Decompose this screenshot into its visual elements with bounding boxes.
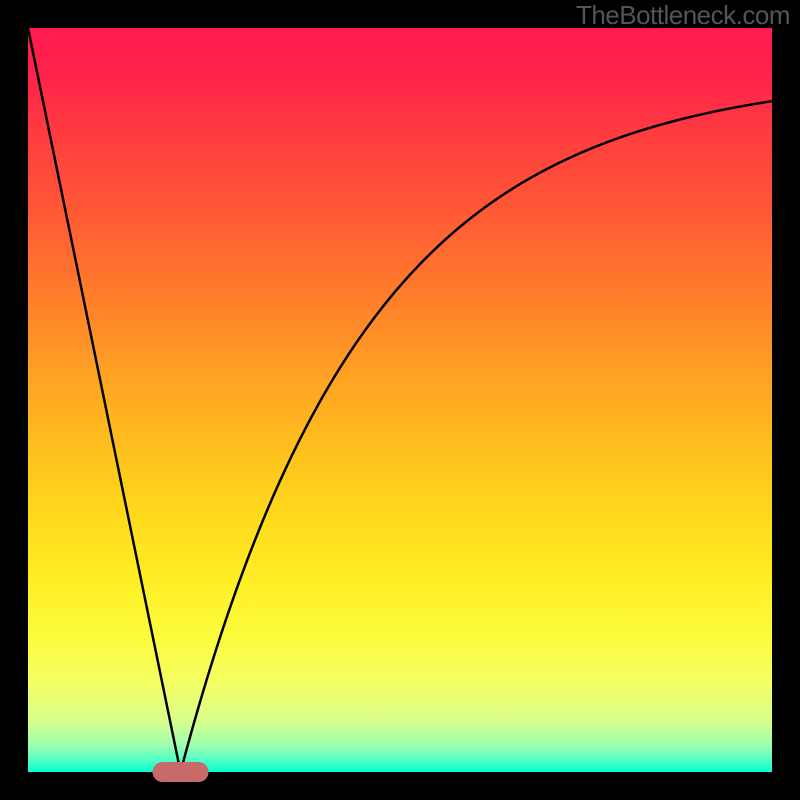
chart-container: TheBottleneck.com <box>0 0 800 800</box>
chart-svg <box>0 0 800 800</box>
dip-marker <box>153 762 209 782</box>
plot-background <box>28 28 772 772</box>
watermark-text: TheBottleneck.com <box>576 0 790 31</box>
